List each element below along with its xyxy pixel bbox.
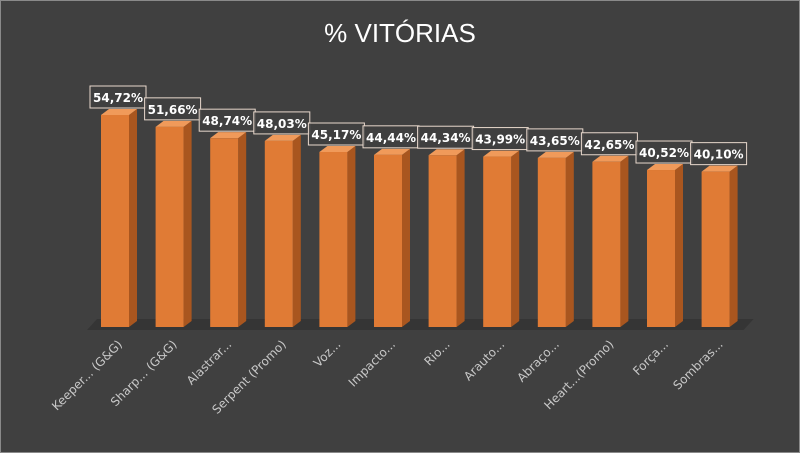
data-label: 43,99% xyxy=(475,133,525,147)
bar-side xyxy=(675,164,683,327)
category-label: Sombras... xyxy=(670,337,725,392)
bar xyxy=(537,157,566,327)
bar-side xyxy=(183,120,192,328)
bar-side xyxy=(238,132,247,327)
bar xyxy=(374,154,402,327)
bar xyxy=(210,138,239,327)
bar xyxy=(101,115,129,327)
bar-side xyxy=(129,109,137,327)
bar-top xyxy=(483,150,520,157)
bar-side xyxy=(565,151,574,327)
bar-side xyxy=(620,155,629,327)
bar-top xyxy=(647,164,683,171)
data-label: 48,03% xyxy=(257,117,307,131)
data-label: 43,65% xyxy=(530,134,580,148)
data-label: 40,10% xyxy=(694,148,744,162)
bar-top xyxy=(210,132,247,139)
data-label: 54,72% xyxy=(93,91,143,105)
bar-side xyxy=(347,145,356,327)
bar-top xyxy=(101,109,137,115)
bar-top xyxy=(319,145,356,152)
bar xyxy=(701,171,730,327)
bar xyxy=(483,156,512,327)
category-label: Alastrar... xyxy=(184,337,235,388)
bar xyxy=(647,170,675,327)
bar-top xyxy=(428,149,465,156)
bar-top xyxy=(155,120,192,127)
category-label: Rio... xyxy=(421,337,452,368)
bar-side xyxy=(292,134,301,327)
chart-floor xyxy=(87,319,754,330)
category-label: Força... xyxy=(630,337,671,378)
bar-top xyxy=(374,148,410,155)
category-label: Impacto... xyxy=(346,337,398,389)
data-label: 42,65% xyxy=(584,138,634,152)
bar-top xyxy=(701,165,738,172)
data-label: 48,74% xyxy=(202,114,252,128)
bar xyxy=(319,151,348,327)
bar xyxy=(428,155,457,327)
bar-side xyxy=(402,148,410,327)
data-label: 51,66% xyxy=(148,103,198,117)
bar xyxy=(155,126,184,328)
bar xyxy=(592,161,621,327)
data-label: 45,17% xyxy=(311,128,361,142)
bar-side xyxy=(729,165,738,327)
bar-top xyxy=(592,155,629,162)
bar-top xyxy=(264,134,301,141)
data-label: 44,34% xyxy=(421,131,471,145)
bar-side xyxy=(456,149,465,327)
bar xyxy=(264,140,293,327)
data-label: 44,44% xyxy=(366,131,416,145)
category-label: Abraço... xyxy=(514,337,562,385)
bar-side xyxy=(511,150,520,327)
category-label: Arauto... xyxy=(461,337,507,383)
category-label: Voz... xyxy=(311,337,344,370)
data-label-box xyxy=(89,85,147,109)
data-label: 40,52% xyxy=(639,146,689,160)
data-label-box xyxy=(690,142,748,166)
chart-title: % VITÓRIAS xyxy=(324,18,476,48)
bar-top xyxy=(537,151,574,158)
